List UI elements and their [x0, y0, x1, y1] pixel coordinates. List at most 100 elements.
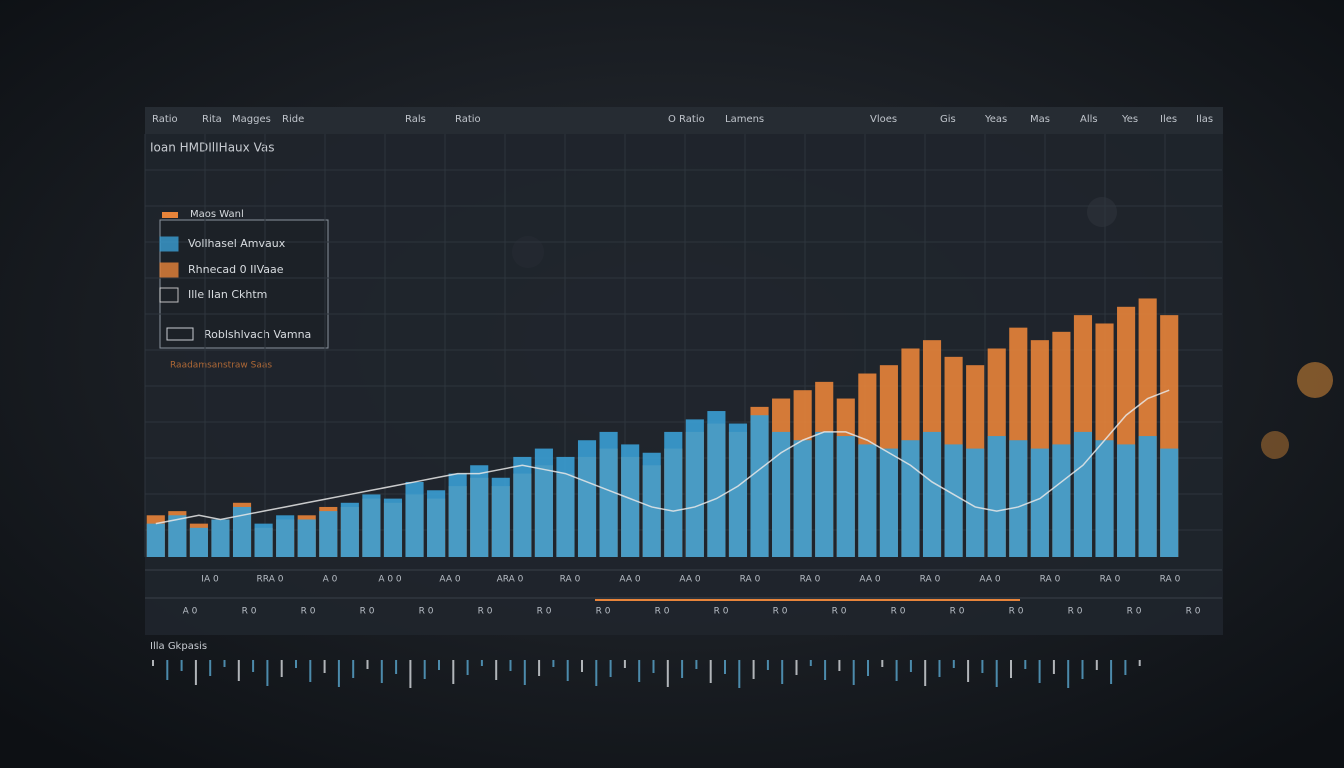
x-tick-label: R 0 — [537, 607, 552, 617]
tick-strip — [395, 660, 398, 674]
tick-strip — [452, 660, 455, 684]
legend-swatch — [159, 262, 179, 278]
bar — [685, 419, 704, 557]
tick-strip — [337, 660, 340, 687]
tick-strip — [1138, 660, 1141, 666]
tick-strip — [1024, 660, 1027, 669]
tick-strip — [466, 660, 469, 675]
tick-strip — [867, 660, 869, 676]
tick-strip — [380, 660, 383, 683]
x-tick-label: AA 0 — [859, 575, 880, 585]
x-tick-label: RA 0 — [1040, 575, 1061, 585]
bar — [168, 515, 187, 557]
bar — [276, 515, 295, 557]
x-tick-label: A 0 — [183, 607, 198, 617]
bar — [383, 498, 403, 557]
x-tick-label: A 0 — [323, 575, 338, 585]
menu-item: Gis — [940, 114, 956, 125]
tick-strip — [366, 660, 369, 669]
tick-strip — [995, 660, 998, 687]
tick-strip — [1095, 660, 1098, 670]
tick-strip — [295, 660, 297, 668]
tick-strip — [194, 660, 197, 685]
bar — [146, 523, 165, 557]
tick-strip — [180, 660, 183, 671]
tick-strip — [237, 660, 240, 681]
bar — [966, 448, 985, 557]
tick-strip — [766, 660, 769, 670]
tick-strip — [909, 660, 912, 672]
tick-strip — [438, 660, 440, 670]
tick-strip — [881, 660, 884, 667]
tick-strip — [695, 660, 698, 669]
tick-strip — [352, 660, 355, 678]
x-tick-label: R 0 — [301, 607, 316, 617]
tick-strip — [752, 660, 755, 679]
bar — [793, 440, 812, 557]
bar — [664, 431, 683, 557]
bar — [1073, 431, 1093, 557]
bar — [901, 440, 920, 557]
legend-icon — [162, 212, 178, 218]
legend-swatch — [159, 236, 179, 252]
tick-strip — [223, 660, 226, 667]
bar — [1160, 448, 1179, 557]
tick-strip — [967, 660, 970, 682]
bar — [470, 465, 489, 557]
bar — [772, 431, 791, 557]
x-tick-label: R 0 — [714, 607, 729, 617]
bar — [1095, 440, 1114, 557]
tick-strip — [1038, 660, 1041, 683]
tick-strip — [1010, 660, 1012, 678]
tick-strip — [938, 660, 941, 677]
x-tick-label: AA 0 — [979, 575, 1000, 585]
menu-item: Ratio — [455, 114, 481, 125]
bar — [491, 477, 510, 557]
bar — [815, 431, 834, 557]
subtitle: Maos Wanl — [190, 209, 244, 220]
bar — [1030, 448, 1049, 557]
menu-item: Ilas — [1196, 114, 1213, 125]
x-tick-label: RA 0 — [920, 575, 941, 585]
menu-item: Magges — [232, 114, 271, 125]
x-tick-label: AA 0 — [619, 575, 640, 585]
note: Raadamsanstraw Saas — [170, 361, 272, 371]
tick-strip — [609, 660, 612, 677]
bar — [405, 481, 424, 557]
tick-strip — [280, 660, 283, 677]
bar — [1138, 436, 1157, 557]
tick-strip — [895, 660, 898, 681]
timeline-strip — [152, 660, 1141, 688]
x-tick-label: R 0 — [1186, 607, 1201, 617]
x-tick-label: AA 0 — [679, 575, 700, 585]
x-tick-label: R 0 — [891, 607, 906, 617]
bar — [448, 473, 467, 557]
x-tick-label: R 0 — [1127, 607, 1142, 617]
menu-item: Mas — [1030, 114, 1050, 125]
bar — [922, 431, 942, 557]
legend — [159, 219, 329, 349]
x-tick-label: R 0 — [360, 607, 375, 617]
legend-label: Rhnecad 0 IIVaae — [188, 263, 284, 276]
x-tick-label: R 0 — [242, 607, 257, 617]
tick-strip — [1124, 660, 1127, 675]
bar — [858, 444, 877, 557]
tick-strip — [1067, 660, 1070, 688]
menu-item: Yes — [1121, 114, 1138, 125]
bar — [319, 511, 338, 557]
tick-strip — [423, 660, 426, 679]
tick-strip — [252, 660, 255, 672]
bar — [362, 494, 381, 557]
bar — [728, 423, 748, 557]
tick-strip — [523, 660, 526, 685]
x-tick-label: RA 0 — [1100, 575, 1121, 585]
tick-strip — [480, 660, 483, 666]
tick-strip — [209, 660, 212, 676]
tick-strip — [595, 660, 598, 686]
trend-line — [155, 389, 1170, 525]
tick-strip — [681, 660, 684, 678]
tick-strip — [166, 660, 169, 680]
x-tick-label: RA 0 — [740, 575, 761, 585]
bar — [621, 444, 640, 557]
